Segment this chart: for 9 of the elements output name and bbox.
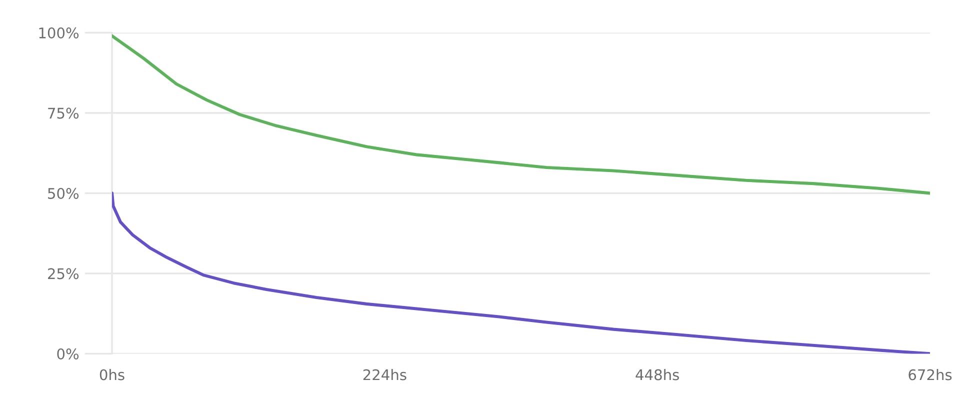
x-tick-label: 0hs	[100, 368, 124, 380]
y-tick-label: 100%	[39, 27, 79, 38]
y-tick-label: 0%	[57, 348, 79, 360]
x-tick-label: 224hs	[363, 368, 406, 380]
y-tick-label: 50%	[48, 188, 79, 199]
x-tick-label: 672hs	[908, 368, 952, 380]
x-tick-label: 448hs	[636, 368, 679, 380]
y-tick-label: 25%	[48, 268, 79, 280]
y-tick-label: 75%	[48, 108, 79, 119]
